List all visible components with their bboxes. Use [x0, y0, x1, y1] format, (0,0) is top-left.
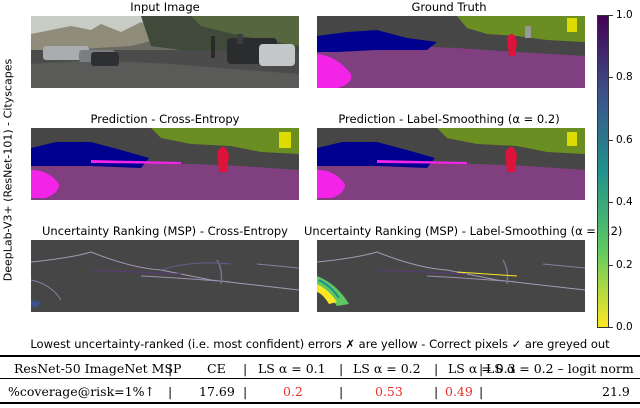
row-sep: | [168, 384, 173, 399]
ground-truth-mask [317, 16, 585, 88]
header-sep: | [434, 361, 439, 376]
input-image-panel [31, 16, 299, 88]
panel-title-input: Input Image [130, 0, 200, 14]
row-metric: %coverage@risk=1%↑ [8, 384, 155, 399]
table-rule-mid [0, 378, 640, 379]
cell-ls-01: 0.2 [283, 384, 303, 399]
header-ls-01: LS α = 0.1 [258, 361, 326, 376]
colorbar-label: 0.4 [616, 196, 633, 208]
table-data-row: %coverage@risk=1%↑ | 17.69 | 0.2 | 0.53 … [0, 384, 640, 404]
cell-ce: 17.69 [199, 384, 235, 399]
header-sep: | [243, 361, 248, 376]
panel-title-unc-ls: Uncertainty Ranking (MSP) - Label-Smooth… [304, 224, 623, 238]
table-rule-top [0, 355, 640, 357]
header-sep: | [168, 361, 173, 376]
row-sep: | [339, 384, 344, 399]
prediction-ls-mask [317, 128, 585, 200]
header-model: ResNet-50 ImageNet MSP [14, 361, 182, 376]
colorbar-tick [609, 77, 613, 78]
panel-title-pred-ce: Prediction - Cross-Entropy [90, 112, 240, 126]
cell-ls-02: 0.53 [375, 384, 403, 399]
colorbar-tick [609, 140, 613, 141]
panel-title-pred-ls: Prediction - Label-Smoothing (α = 0.2) [338, 112, 560, 126]
colorbar-label: 0.8 [616, 71, 633, 83]
side-label: DeepLab-V3+ (ResNet-101) - Cityscapes [1, 58, 15, 282]
panel-title-ground-truth: Ground Truth [411, 0, 487, 14]
colorbar-label: 1.0 [616, 9, 633, 21]
colorbar-label: 0.2 [616, 259, 633, 271]
header-ls-logit: LS α = 0.2 – logit norm [486, 361, 634, 376]
header-ls-02: LS α = 0.2 [353, 361, 421, 376]
header-ce: CE [207, 361, 226, 376]
header-sep: | [339, 361, 344, 376]
colorbar-label: 0.0 [616, 321, 633, 333]
figure-caption: Lowest uncertainty-ranked (i.e. most con… [30, 337, 610, 351]
table-header-row: ResNet-50 ImageNet MSP | CE | LS α = 0.1… [0, 361, 640, 381]
cell-ls-logit: 21.9 [602, 384, 630, 399]
colorbar-tick [609, 327, 613, 328]
colorbar-tick [609, 202, 613, 203]
panel-title-unc-ce: Uncertainty Ranking (MSP) - Cross-Entrop… [42, 224, 288, 238]
uncertainty-ls-map [317, 240, 585, 312]
uncertainty-ce-panel [31, 240, 299, 312]
colorbar-tick [609, 265, 613, 266]
header-ls-03: LS α = 0.3 [448, 361, 516, 376]
prediction-ls-panel [317, 128, 585, 200]
cell-ls-03: 0.49 [445, 384, 473, 399]
row-sep: | [434, 384, 439, 399]
prediction-ce-panel [31, 128, 299, 200]
table-rule-bottom [0, 402, 640, 404]
colorbar [597, 15, 609, 328]
ground-truth-panel [317, 16, 585, 88]
input-image [31, 16, 299, 88]
header-sep: | [479, 361, 484, 376]
prediction-ce-mask [31, 128, 299, 200]
colorbar-tick [609, 15, 613, 16]
row-sep: | [243, 384, 248, 399]
colorbar-label: 0.6 [616, 134, 633, 146]
row-sep: | [479, 384, 484, 399]
uncertainty-ce-map [31, 240, 299, 312]
uncertainty-ls-panel [317, 240, 585, 312]
